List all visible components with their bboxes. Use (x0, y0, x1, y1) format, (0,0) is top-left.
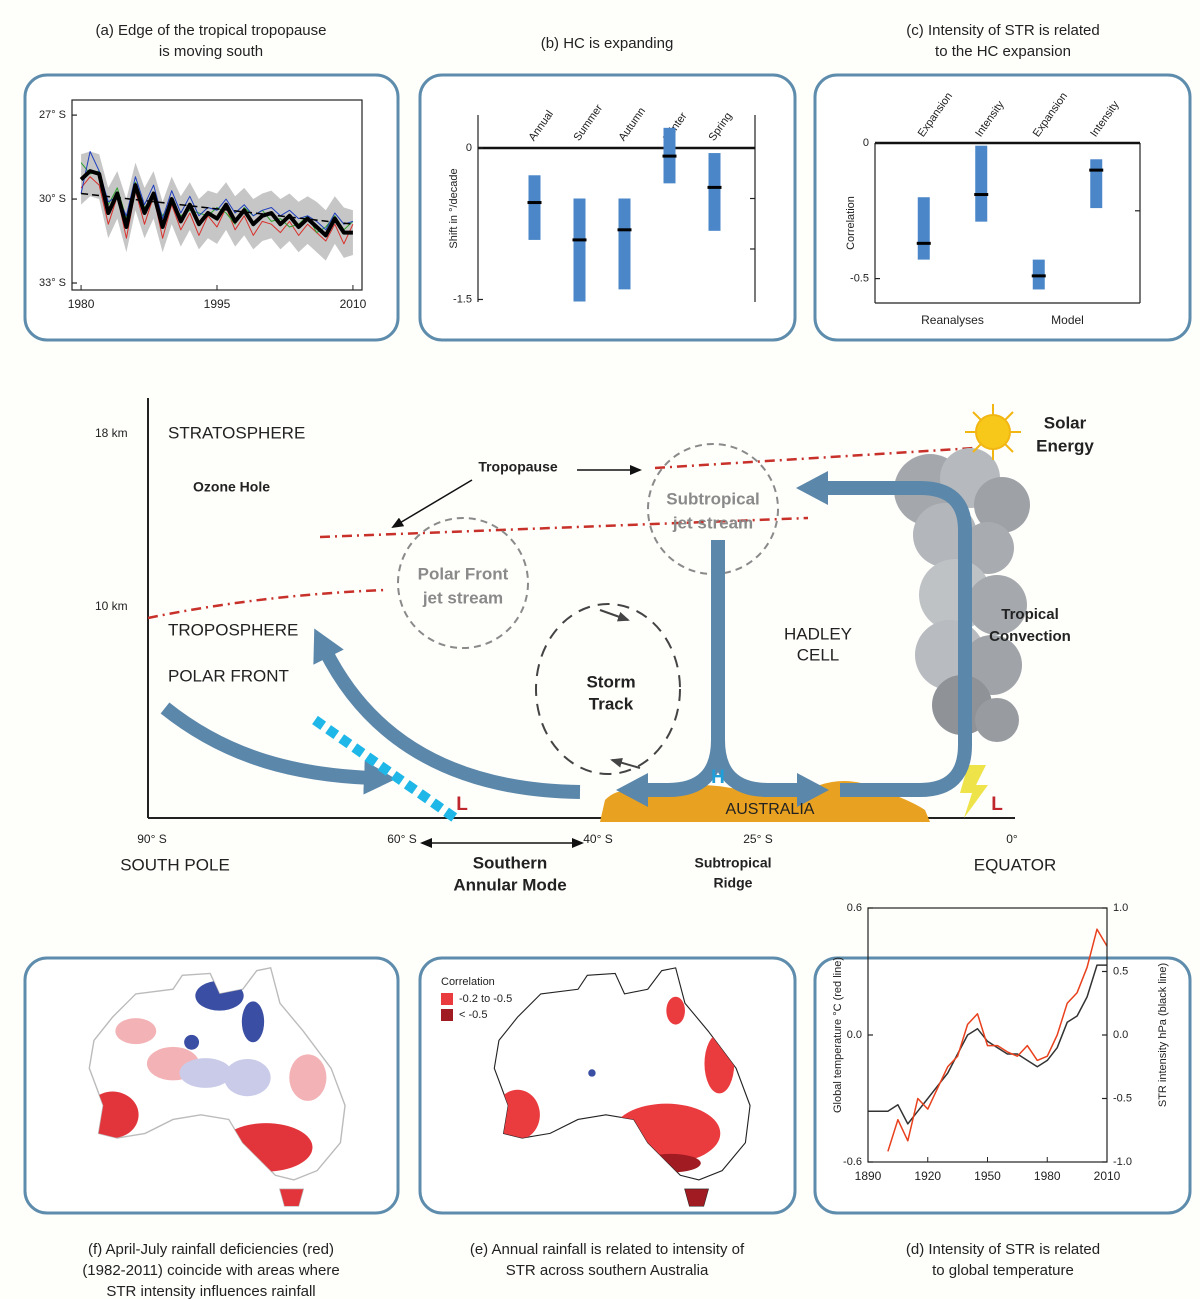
hadley-label: CELL (797, 645, 840, 664)
legend-label: < -0.5 (459, 1009, 487, 1021)
y-tick-label: 0.6 (847, 902, 862, 914)
high-label: H (711, 767, 725, 788)
y-tick-label: 0 (863, 137, 869, 149)
range-bar (574, 199, 586, 302)
x-tick-label: 1995 (204, 297, 231, 311)
y-tick-label: -0.5 (1113, 1092, 1132, 1104)
tropopause-label: Tropopause (478, 459, 558, 475)
latitude-label: 25° S (743, 832, 772, 846)
layer-label: STRATOSPHERE (168, 423, 305, 442)
storm-label: Storm (586, 672, 635, 691)
latitude-label: 60° S (387, 832, 416, 846)
legend-title: Correlation (441, 976, 495, 988)
y-tick-label: -0.5 (850, 272, 869, 284)
convection-label: Convection (989, 628, 1071, 645)
range-bar (619, 199, 631, 290)
legend-label: -0.2 to -0.5 (459, 993, 512, 1005)
low-label: L (991, 794, 1003, 815)
group-label: Reanalyses (921, 313, 984, 327)
solar-label: Solar (1044, 413, 1087, 432)
ridge-label: Subtropical (694, 855, 771, 871)
y-tick-label: -1.0 (1113, 1156, 1132, 1168)
hadley-label: HADLEY (784, 624, 852, 643)
y-axis-label: Shift in °/decade (448, 168, 460, 248)
chart-title: to the HC expansion (935, 43, 1071, 60)
layer-label: TROPOSPHERE (168, 620, 298, 639)
x-tick-label: 1980 (1034, 1169, 1061, 1183)
storm-label: Track (589, 694, 634, 713)
latitude-label: 40° S (583, 832, 612, 846)
latitude-label: 0° (1006, 832, 1018, 846)
legend-swatch (441, 993, 453, 1005)
y-tick-label: 27° S (39, 109, 66, 121)
map-caption: (f) April-July rainfall deficiencies (re… (88, 1241, 334, 1258)
x-tick-label: 1890 (855, 1169, 882, 1183)
range-bar (529, 175, 541, 240)
y-tick-label: 0.0 (847, 1029, 862, 1041)
sam-label: Annular Mode (453, 875, 566, 894)
panel-box (420, 75, 795, 340)
tropopause-line (148, 590, 385, 618)
region-label: SOUTH POLE (120, 855, 230, 874)
jet-label: Polar Front (418, 564, 509, 583)
hadley-arrow (640, 540, 718, 790)
y-tick-label: -1.5 (453, 293, 472, 305)
range-bar (918, 197, 930, 259)
storm-arrow (600, 610, 628, 620)
y-tick-label: 30° S (39, 193, 66, 205)
chart-title: (a) Edge of the tropical tropopause (96, 22, 327, 39)
range-bar (975, 146, 987, 222)
y-tick-label: 33° S (39, 277, 66, 289)
map-caption: (1982-2011) coincide with areas where (82, 1262, 339, 1279)
altitude-label: 18 km (95, 426, 128, 440)
group-label: Model (1051, 313, 1084, 327)
map-caption: (e) Annual rainfall is related to intens… (470, 1241, 745, 1258)
y-tick-label: 0 (466, 142, 472, 154)
latitude-label: 90° S (137, 832, 166, 846)
sun (965, 404, 1021, 460)
x-tick-label: 1980 (68, 297, 95, 311)
x-tick-label: 1920 (914, 1169, 941, 1183)
range-bar (709, 153, 721, 231)
chart-title: (b) HC is expanding (541, 35, 674, 52)
map-caption: STR intensity influences rainfall (106, 1283, 315, 1299)
region-label: EQUATOR (974, 855, 1057, 874)
legend-swatch (441, 1009, 453, 1021)
y-tick-label: 0.5 (1113, 965, 1128, 977)
australia-label: AUSTRALIA (726, 801, 815, 818)
sam-label: Southern (473, 853, 548, 872)
y-tick-label: 0.0 (1113, 1029, 1128, 1041)
chart-title: to global temperature (932, 1262, 1074, 1279)
storm-arrow (612, 760, 640, 768)
map-caption: STR across southern Australia (506, 1262, 709, 1279)
jet-label: jet stream (422, 588, 503, 607)
y-tick-label: -0.6 (843, 1156, 862, 1168)
diagram: 18 km 10 km STRATOSPHERE Ozone Hole Trop… (95, 398, 1094, 894)
solar-label: Energy (1036, 436, 1094, 455)
jet-label: jet stream (672, 513, 753, 532)
infographic: 18 km 10 km STRATOSPHERE Ozone Hole Trop… (0, 0, 1200, 1299)
y-axis-label: Correlation (845, 196, 857, 250)
chart-title: (d) Intensity of STR is related (906, 1241, 1100, 1258)
chart-title: is moving south (159, 43, 263, 60)
y2-axis-label: STR intensity hPa (black line) (1157, 963, 1169, 1107)
low-label: L (456, 794, 468, 815)
ridge-label: Ridge (714, 875, 753, 891)
hadley-arrow (718, 740, 805, 790)
range-bar (1090, 159, 1102, 208)
altitude-label: 10 km (95, 599, 128, 613)
x-tick-label: 2010 (1094, 1169, 1121, 1183)
panel-box (815, 75, 1190, 340)
front-label: POLAR FRONT (168, 666, 289, 685)
convection-label: Tropical (1001, 606, 1059, 623)
x-tick-label: 1950 (974, 1169, 1001, 1183)
jet-label: Subtropical (666, 489, 760, 508)
chart-title: (c) Intensity of STR is related (906, 22, 1099, 39)
ozone-label: Ozone Hole (193, 479, 270, 495)
pointer-arrow (393, 480, 472, 527)
x-tick-label: 2010 (340, 297, 367, 311)
y-axis-label: Global temperature °C (red line) (832, 957, 844, 1113)
y-tick-label: 1.0 (1113, 902, 1128, 914)
